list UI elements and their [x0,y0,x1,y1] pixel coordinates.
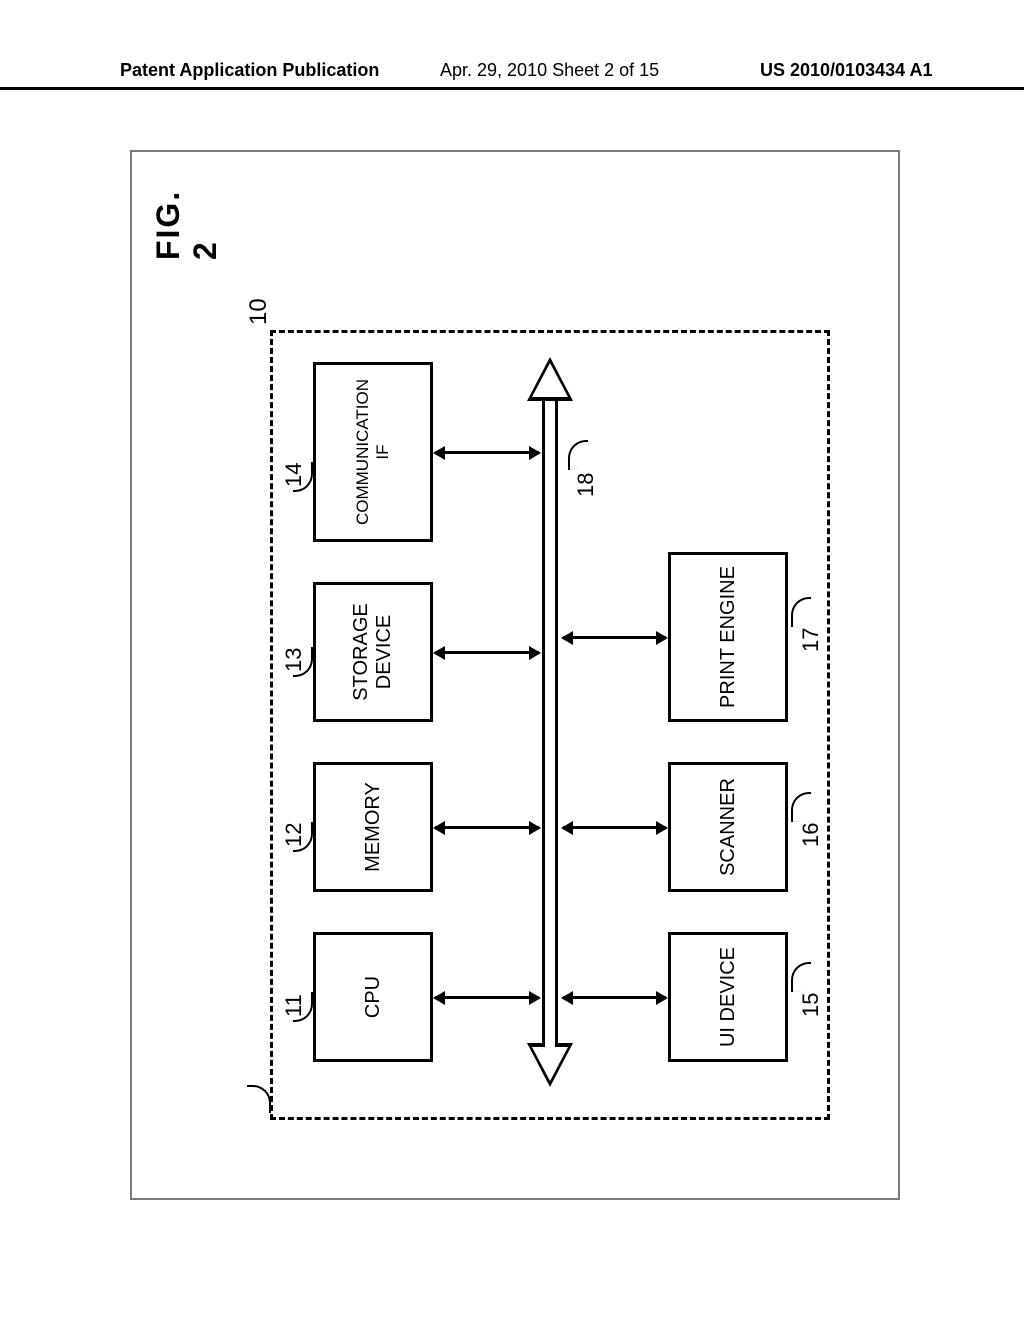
block-memory: MEMORY [313,762,433,892]
connector-storage [435,651,539,654]
ref-18-bus: 18 [573,473,599,497]
leader-13 [293,647,313,677]
leader-17 [791,597,811,627]
block-print-engine: PRINT ENGINE [668,552,788,722]
leader-14 [293,462,313,492]
block-scanner: SCANNER [668,762,788,892]
connector-comm [435,451,539,454]
leader-11 [293,992,313,1022]
ref-system-10: 10 [245,298,273,325]
header-publication: Patent Application Publication [120,60,379,81]
ref-16: 16 [798,823,824,847]
page-header: Patent Application Publication Apr. 29, … [0,60,1024,90]
block-storage: STORAGEDEVICE [313,582,433,722]
bus-shaft [542,397,558,1047]
leader-18 [568,440,588,470]
leader-12 [293,822,313,852]
connector-cpu [435,996,539,999]
connector-print [563,636,666,639]
connector-memory [435,826,539,829]
page: Patent Application Publication Apr. 29, … [0,0,1024,1320]
system-boundary: CPU MEMORY STORAGEDEVICE COMMUNICATIONIF… [270,330,830,1120]
block-comm-if: COMMUNICATIONIF [313,362,433,542]
ref-17: 17 [798,628,824,652]
connector-scanner [563,826,666,829]
header-date-sheet: Apr. 29, 2010 Sheet 2 of 15 [440,60,659,81]
figure-title: FIG. 2 [150,190,224,260]
header-docnumber: US 2010/0103434 A1 [760,60,932,81]
leader-10 [247,1085,271,1113]
system-bus [535,357,565,1087]
ref-15: 15 [798,993,824,1017]
leader-15 [791,962,811,992]
connector-ui [563,996,666,999]
block-cpu: CPU [313,932,433,1062]
bus-arrow-right [527,357,573,401]
figure-diagram: FIG. 2 10 CPU MEMORY STORAGEDEVICE COMMU… [160,190,860,1160]
block-ui-device: UI DEVICE [668,932,788,1062]
leader-16 [791,792,811,822]
bus-arrow-left [527,1043,573,1087]
